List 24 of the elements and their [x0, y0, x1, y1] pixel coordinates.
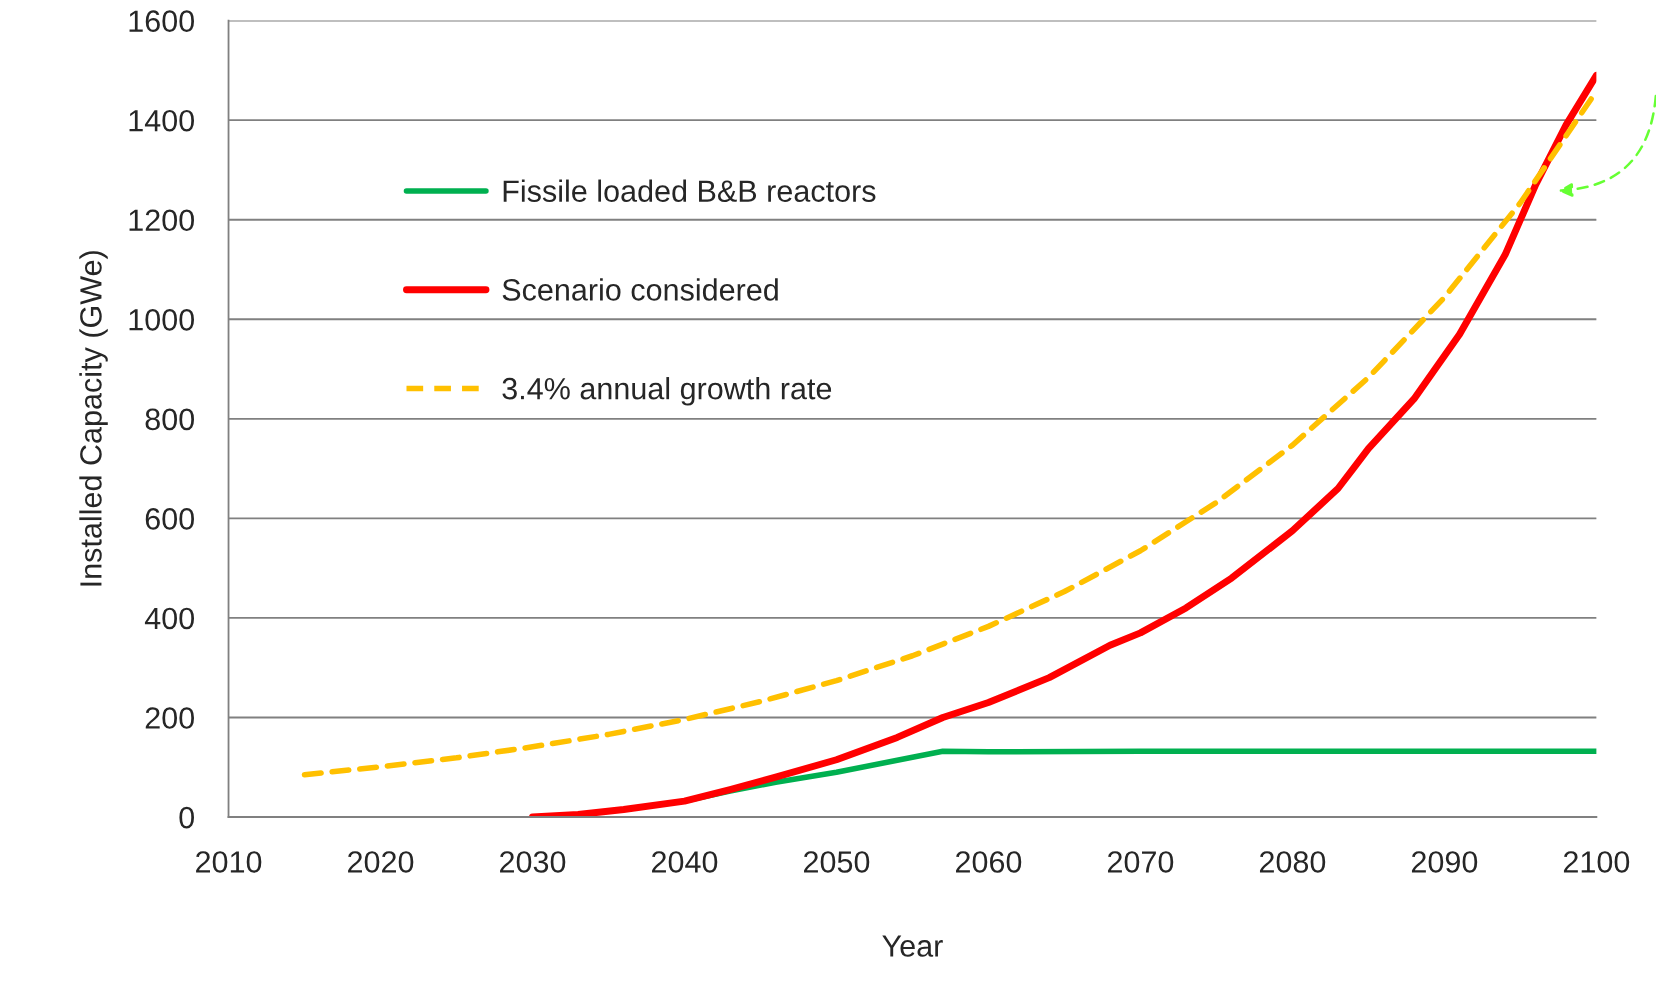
y-tick-label: 600 [145, 508, 194, 530]
y-tick-label: 1400 [129, 109, 195, 132]
x-tick-label: 2020 [348, 851, 414, 873]
y-tick-label: 800 [145, 408, 194, 431]
x-tick-label: 2040 [652, 851, 718, 873]
x-tick-label: 2080 [1259, 851, 1326, 873]
y-tick-label: 1600 [129, 10, 195, 32]
y-tick-label: 0 [179, 806, 194, 829]
x-tick-label: 2050 [804, 851, 870, 873]
x-tick-label: 2100 [1563, 851, 1630, 873]
x-tick-label: 2090 [1411, 851, 1478, 873]
y-tick-label: 1000 [129, 309, 195, 331]
y-axis-title: Installed Capacity (GWe) [79, 251, 108, 586]
x-tick-label: 2070 [1107, 851, 1174, 873]
y-tick-label: 400 [144, 607, 194, 630]
legend-label: 3.4% annual growth rate [502, 377, 832, 406]
y-tick-label: 1200 [129, 209, 195, 232]
y-tick-label: 200 [145, 707, 194, 729]
legend-label: Scenario considered [502, 278, 778, 301]
x-tick-label: 2060 [956, 851, 1022, 873]
x-tick-label: 2030 [500, 851, 566, 873]
x-axis-title: Year [882, 935, 943, 957]
legend-label: Fissile loaded B&B reactors [503, 179, 876, 202]
x-tick-label: 2010 [196, 851, 262, 873]
